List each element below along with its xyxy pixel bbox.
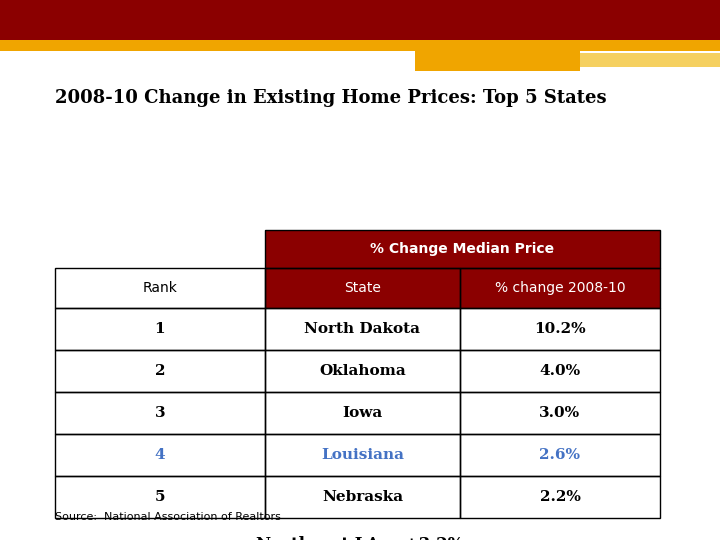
Text: 2.6%: 2.6% — [539, 448, 580, 462]
Bar — [265, 392, 460, 434]
Text: Iowa: Iowa — [343, 406, 382, 420]
Text: Source:  National Association of Realtors: Source: National Association of Realtors — [55, 512, 281, 522]
Bar — [265, 350, 460, 392]
Text: Rank: Rank — [143, 281, 177, 295]
Text: 2.2%: 2.2% — [539, 490, 580, 504]
Bar — [0, 0, 720, 40]
Bar — [55, 392, 265, 434]
Text: 1: 1 — [155, 322, 166, 336]
Text: 3.0%: 3.0% — [539, 406, 580, 420]
Bar — [265, 392, 460, 434]
Bar — [265, 268, 460, 308]
Text: State: State — [344, 281, 381, 295]
Bar — [265, 230, 660, 268]
Bar — [55, 350, 265, 392]
Bar — [415, 51, 580, 71]
Text: Louisiana: Louisiana — [321, 448, 404, 462]
Bar — [55, 308, 265, 350]
Bar — [460, 392, 660, 434]
Text: Nebraska: Nebraska — [322, 490, 403, 504]
Text: Oklahoma: Oklahoma — [319, 364, 406, 378]
Text: 4.0%: 4.0% — [539, 364, 580, 378]
Text: North Dakota: North Dakota — [305, 322, 420, 336]
Bar — [55, 392, 265, 434]
Text: 2008-10 Change in Existing Home Prices: Top 5 States: 2008-10 Change in Existing Home Prices: … — [55, 89, 607, 107]
Bar — [265, 434, 460, 476]
Bar — [460, 308, 660, 350]
Bar — [55, 434, 265, 476]
Bar — [55, 308, 265, 350]
Bar — [460, 350, 660, 392]
Bar — [460, 392, 660, 434]
Bar — [460, 476, 660, 518]
Bar — [580, 53, 720, 67]
Bar — [265, 350, 460, 392]
Bar — [55, 268, 265, 308]
Bar — [55, 476, 265, 518]
Bar — [460, 434, 660, 476]
Bar — [55, 350, 265, 392]
Text: 2: 2 — [155, 364, 166, 378]
Bar — [460, 434, 660, 476]
Bar — [265, 476, 460, 518]
Bar — [460, 476, 660, 518]
Text: 4: 4 — [155, 448, 166, 462]
Bar — [55, 434, 265, 476]
Text: 3: 3 — [155, 406, 166, 420]
Text: % change 2008-10: % change 2008-10 — [495, 281, 625, 295]
Bar — [265, 308, 460, 350]
Text: % Change Median Price: % Change Median Price — [370, 242, 554, 256]
Text: Northeast LA = +3.2%: Northeast LA = +3.2% — [256, 536, 464, 540]
Bar — [265, 268, 460, 308]
Bar — [265, 230, 660, 268]
Bar — [265, 476, 460, 518]
Bar — [55, 476, 265, 518]
Bar — [460, 308, 660, 350]
Bar — [265, 308, 460, 350]
Bar — [460, 268, 660, 308]
Bar — [55, 268, 265, 308]
Bar — [0, 40, 720, 51]
Text: 10.2%: 10.2% — [534, 322, 586, 336]
Bar — [460, 268, 660, 308]
Text: 5: 5 — [155, 490, 166, 504]
Bar — [265, 434, 460, 476]
Bar — [460, 350, 660, 392]
